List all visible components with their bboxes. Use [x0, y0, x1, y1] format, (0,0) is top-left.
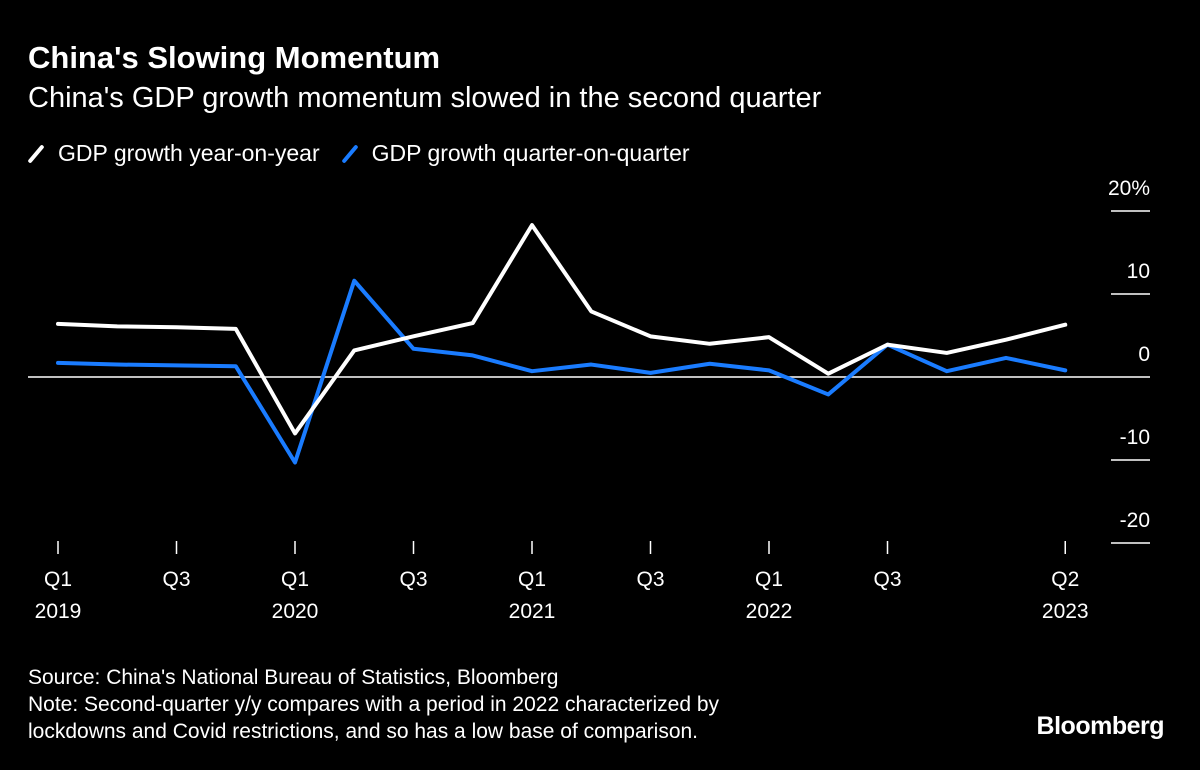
legend-label-yoy: GDP growth year-on-year: [58, 140, 320, 166]
x-tick-year-label: 2020: [272, 600, 319, 623]
source-text: Source: China's National Bureau of Stati…: [28, 666, 559, 689]
x-tick-label: Q3: [162, 568, 190, 591]
x-tick-label: Q3: [873, 568, 901, 591]
x-tick-year-label: 2023: [1042, 600, 1089, 623]
x-tick-label: Q3: [636, 568, 664, 591]
x-tick-year-label: 2021: [509, 600, 556, 623]
chart-title: China's Slowing Momentum: [28, 40, 441, 75]
legend-label-qoq: GDP growth quarter-on-quarter: [371, 140, 690, 166]
series-line-qoq: [56, 278, 1068, 465]
note-line-1: Note: Second-quarter y/y compares with a…: [28, 693, 720, 716]
y-tick-label: -20: [1120, 509, 1150, 532]
x-tick-label: Q3: [399, 568, 427, 591]
footer: Source: China's National Bureau of Stati…: [28, 664, 719, 745]
y-tick-label: 20%: [1108, 177, 1150, 200]
x-tick-year-label: 2022: [746, 600, 793, 623]
bloomberg-logo: Bloomberg: [1036, 712, 1165, 740]
series-line-yoy: [56, 223, 1068, 436]
x-tick-label: Q1: [44, 568, 72, 591]
note-line-2: lockdowns and Covid restrictions, and so…: [28, 720, 699, 743]
x-tick-label: Q1: [281, 568, 309, 591]
x-tick-year-label: 2019: [35, 600, 82, 623]
x-tick-label: Q1: [518, 568, 546, 591]
y-tick-label: -10: [1120, 426, 1150, 449]
chart-subtitle: China's GDP growth momentum slowed in th…: [28, 82, 822, 114]
y-tick-label: 0: [1138, 343, 1150, 366]
legend: GDP growth year-on-year GDP growth quart…: [27, 140, 690, 167]
x-tick-label: Q1: [755, 568, 783, 591]
x-tick-label: Q2: [1051, 568, 1079, 591]
y-tick-label: 10: [1127, 260, 1150, 283]
